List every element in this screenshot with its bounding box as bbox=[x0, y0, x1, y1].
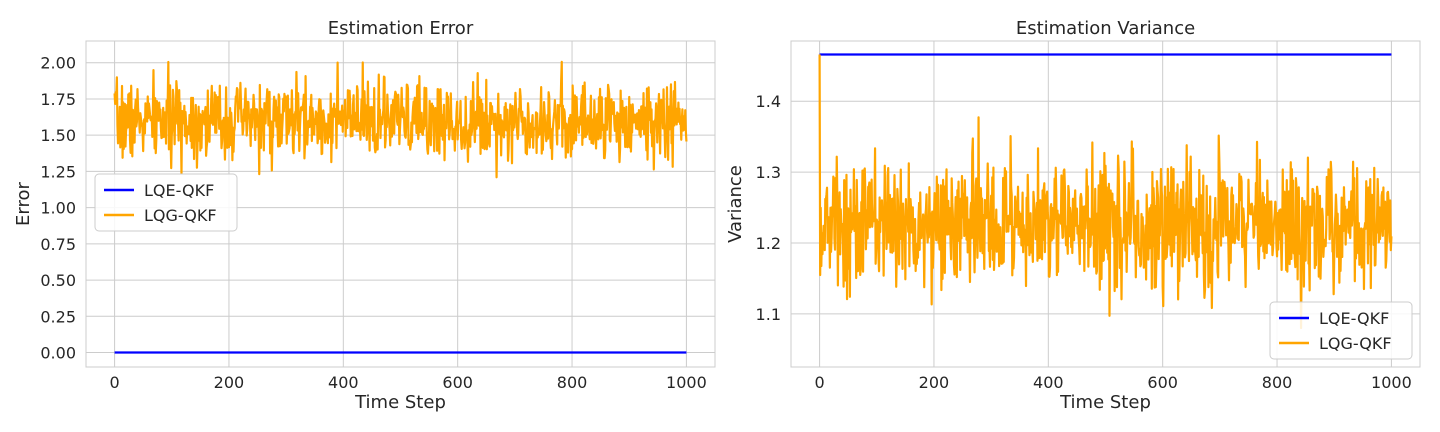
chart-title: Estimation Variance bbox=[1016, 18, 1195, 39]
y-tick-label: 1.75 bbox=[40, 90, 76, 109]
x-tick-label: 800 bbox=[557, 373, 588, 392]
estimation-error-chart: 0 200 400 600 800 1000 0.00 0.25 0.50 0.75 1.00 1.2… bbox=[13, 18, 716, 413]
x-axis-label: Time Step bbox=[1059, 392, 1151, 413]
y-tick-label: 0.75 bbox=[40, 235, 76, 254]
y-tick-label: 0.50 bbox=[40, 271, 76, 290]
x-tick-label: 600 bbox=[442, 373, 473, 392]
x-tick-label: 1000 bbox=[666, 373, 707, 392]
legend-entry: LQE-QKF bbox=[144, 181, 214, 200]
y-tick-label: 1.50 bbox=[40, 126, 76, 145]
y-tick-label: 1.25 bbox=[40, 162, 76, 181]
x-tick-label: 800 bbox=[1262, 373, 1293, 392]
legend: LQE-QKF LQG-QKF bbox=[94, 173, 238, 232]
y-tick-label: 0.00 bbox=[40, 344, 76, 363]
series-line-lqg-qkf bbox=[113, 60, 688, 179]
x-tick-label: 400 bbox=[328, 373, 359, 392]
legend-entry: LQG-QKF bbox=[144, 206, 217, 225]
x-tick-label: 600 bbox=[1147, 373, 1178, 392]
x-tick-label: 1000 bbox=[1371, 373, 1412, 392]
y-tick-label: 0.25 bbox=[40, 307, 76, 326]
y-tick-label: 1.4 bbox=[756, 92, 781, 111]
legend: LQE-QKF LQG-QKF bbox=[1269, 301, 1413, 360]
x-tick-label: 200 bbox=[919, 373, 950, 392]
x-tick-label: 0 bbox=[109, 373, 119, 392]
y-tick-label: 1.1 bbox=[756, 305, 781, 324]
legend-entry: LQG-QKF bbox=[1319, 334, 1392, 353]
estimation-variance-chart: 0 200 400 600 800 1000 1.1 1.2 1.3 1.4 Estimation … bbox=[725, 18, 1421, 413]
y-tick-label: 1.2 bbox=[756, 234, 781, 253]
y-tick-label: 2.00 bbox=[40, 54, 76, 73]
x-tick-label: 200 bbox=[214, 373, 245, 392]
x-axis-label: Time Step bbox=[354, 392, 446, 413]
y-tick-label: 1.3 bbox=[756, 163, 781, 182]
chart-title: Estimation Error bbox=[328, 18, 474, 39]
y-tick-label: 1.00 bbox=[40, 199, 76, 218]
legend-entry: LQE-QKF bbox=[1319, 309, 1389, 328]
x-tick-label: 400 bbox=[1033, 373, 1064, 392]
y-axis-label: Variance bbox=[725, 165, 746, 243]
x-tick-label: 0 bbox=[814, 373, 824, 392]
y-axis-label: Error bbox=[13, 181, 34, 225]
series-line-lqg-qkf bbox=[818, 54, 1393, 330]
